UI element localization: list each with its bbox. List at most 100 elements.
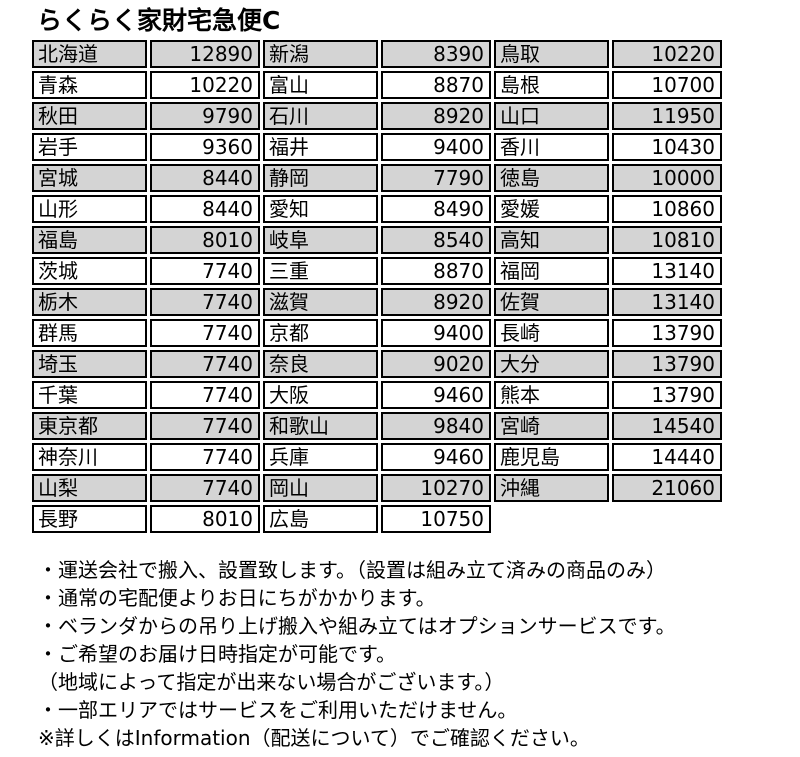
price-cell: 9460 (381, 443, 491, 471)
prefecture-cell: 富山 (263, 71, 378, 99)
price-cell: 8390 (381, 40, 491, 68)
price-cell: 7740 (150, 350, 260, 378)
price-table-body: 北海道 12890 新潟 8390 鳥取 10220 青森 10220 富山 8870 島根 1070… (32, 40, 722, 533)
price-cell: 13790 (612, 350, 722, 378)
prefecture-cell: 栃木 (32, 288, 147, 316)
prefecture-cell: 福岡 (494, 257, 609, 285)
price-cell: 7740 (150, 412, 260, 440)
prefecture-cell: 岐阜 (263, 226, 378, 254)
price-row: 福島 8010 岐阜 8540 高知 10810 (32, 226, 722, 254)
prefecture-cell: 徳島 (494, 164, 609, 192)
prefecture-cell: 福井 (263, 133, 378, 161)
empty-cell (494, 505, 609, 533)
prefecture-cell: 北海道 (32, 40, 147, 68)
price-row: 群馬 7740 京都 9400 長崎 13790 (32, 319, 722, 347)
prefecture-cell: 香川 (494, 133, 609, 161)
prefecture-cell: 新潟 (263, 40, 378, 68)
note-line: （地域によって指定が出来ない場合がございます。） (38, 670, 505, 694)
prefecture-cell: 兵庫 (263, 443, 378, 471)
prefecture-cell: 佐賀 (494, 288, 609, 316)
price-cell: 7790 (381, 164, 491, 192)
price-cell: 8490 (381, 195, 491, 223)
price-row: 茨城 7740 三重 8870 福岡 13140 (32, 257, 722, 285)
price-cell: 10700 (612, 71, 722, 99)
prefecture-cell: 福島 (32, 226, 147, 254)
price-cell: 13790 (612, 319, 722, 347)
price-cell: 8920 (381, 288, 491, 316)
prefecture-cell: 山梨 (32, 474, 147, 502)
empty-cell (612, 505, 722, 533)
price-row: 埼玉 7740 奈良 9020 大分 13790 (32, 350, 722, 378)
prefecture-cell: 東京都 (32, 412, 147, 440)
prefecture-cell: 群馬 (32, 319, 147, 347)
price-cell: 8870 (381, 257, 491, 285)
price-row: 山梨 7740 岡山 10270 沖縄 21060 (32, 474, 722, 502)
prefecture-cell: 山口 (494, 102, 609, 130)
prefecture-cell: 宮崎 (494, 412, 609, 440)
prefecture-cell: 奈良 (263, 350, 378, 378)
price-cell: 7740 (150, 319, 260, 347)
prefecture-cell: 長野 (32, 505, 147, 533)
price-cell: 8540 (381, 226, 491, 254)
price-cell: 11950 (612, 102, 722, 130)
prefecture-cell: 石川 (263, 102, 378, 130)
prefecture-cell: 大阪 (263, 381, 378, 409)
price-cell: 14440 (612, 443, 722, 471)
price-cell: 10810 (612, 226, 722, 254)
prefecture-cell: 長崎 (494, 319, 609, 347)
price-cell: 9360 (150, 133, 260, 161)
price-cell: 10000 (612, 164, 722, 192)
price-cell: 8010 (150, 505, 260, 533)
prefecture-cell: 茨城 (32, 257, 147, 285)
price-cell: 10270 (381, 474, 491, 502)
price-cell: 9400 (381, 133, 491, 161)
price-cell: 7740 (150, 443, 260, 471)
price-cell: 7740 (150, 381, 260, 409)
prefecture-cell: 秋田 (32, 102, 147, 130)
prefecture-cell: 千葉 (32, 381, 147, 409)
price-row: 神奈川 7740 兵庫 9460 鹿児島 14440 (32, 443, 722, 471)
price-cell: 8010 (150, 226, 260, 254)
price-cell: 10860 (612, 195, 722, 223)
price-cell: 21060 (612, 474, 722, 502)
price-cell: 8920 (381, 102, 491, 130)
price-cell: 9020 (381, 350, 491, 378)
price-cell: 13140 (612, 288, 722, 316)
prefecture-cell: 高知 (494, 226, 609, 254)
price-cell: 7740 (150, 257, 260, 285)
price-cell: 10430 (612, 133, 722, 161)
price-cell: 13790 (612, 381, 722, 409)
prefecture-cell: 岩手 (32, 133, 147, 161)
price-row: 岩手 9360 福井 9400 香川 10430 (32, 133, 722, 161)
price-cell: 12890 (150, 40, 260, 68)
price-row: 宮城 8440 静岡 7790 徳島 10000 (32, 164, 722, 192)
price-cell: 13140 (612, 257, 722, 285)
prefecture-cell: 沖縄 (494, 474, 609, 502)
price-cell: 10220 (612, 40, 722, 68)
prefecture-cell: 青森 (32, 71, 147, 99)
price-cell: 7740 (150, 288, 260, 316)
shipping-price-table: 北海道 12890 新潟 8390 鳥取 10220 青森 10220 富山 8870 島根 1070… (29, 37, 725, 536)
prefecture-cell: 山形 (32, 195, 147, 223)
prefecture-cell: 岡山 (263, 474, 378, 502)
page-title: らくらく家財宅急便C (37, 6, 281, 35)
prefecture-cell: 宮城 (32, 164, 147, 192)
price-cell: 7740 (150, 474, 260, 502)
price-cell: 8870 (381, 71, 491, 99)
note-line: ※詳しくはInformation（配送について）でご確認ください。 (38, 726, 590, 750)
price-cell: 10750 (381, 505, 491, 533)
price-cell: 9840 (381, 412, 491, 440)
prefecture-cell: 静岡 (263, 164, 378, 192)
notes-block: ・運送会社で搬入、設置致します。（設置は組み立て済みの商品のみ） ・通常の宅配便… (38, 556, 676, 752)
price-cell: 14540 (612, 412, 722, 440)
prefecture-cell: 滋賀 (263, 288, 378, 316)
prefecture-cell: 熊本 (494, 381, 609, 409)
price-row: 東京都 7740 和歌山 9840 宮崎 14540 (32, 412, 722, 440)
price-row: 秋田 9790 石川 8920 山口 11950 (32, 102, 722, 130)
note-line: ・ご希望のお届け日時指定が可能です。 (38, 642, 396, 666)
price-cell: 9460 (381, 381, 491, 409)
prefecture-cell: 和歌山 (263, 412, 378, 440)
prefecture-cell: 三重 (263, 257, 378, 285)
note-line: ・通常の宅配便よりお日にちがかかります。 (38, 586, 436, 610)
price-row: 栃木 7740 滋賀 8920 佐賀 13140 (32, 288, 722, 316)
